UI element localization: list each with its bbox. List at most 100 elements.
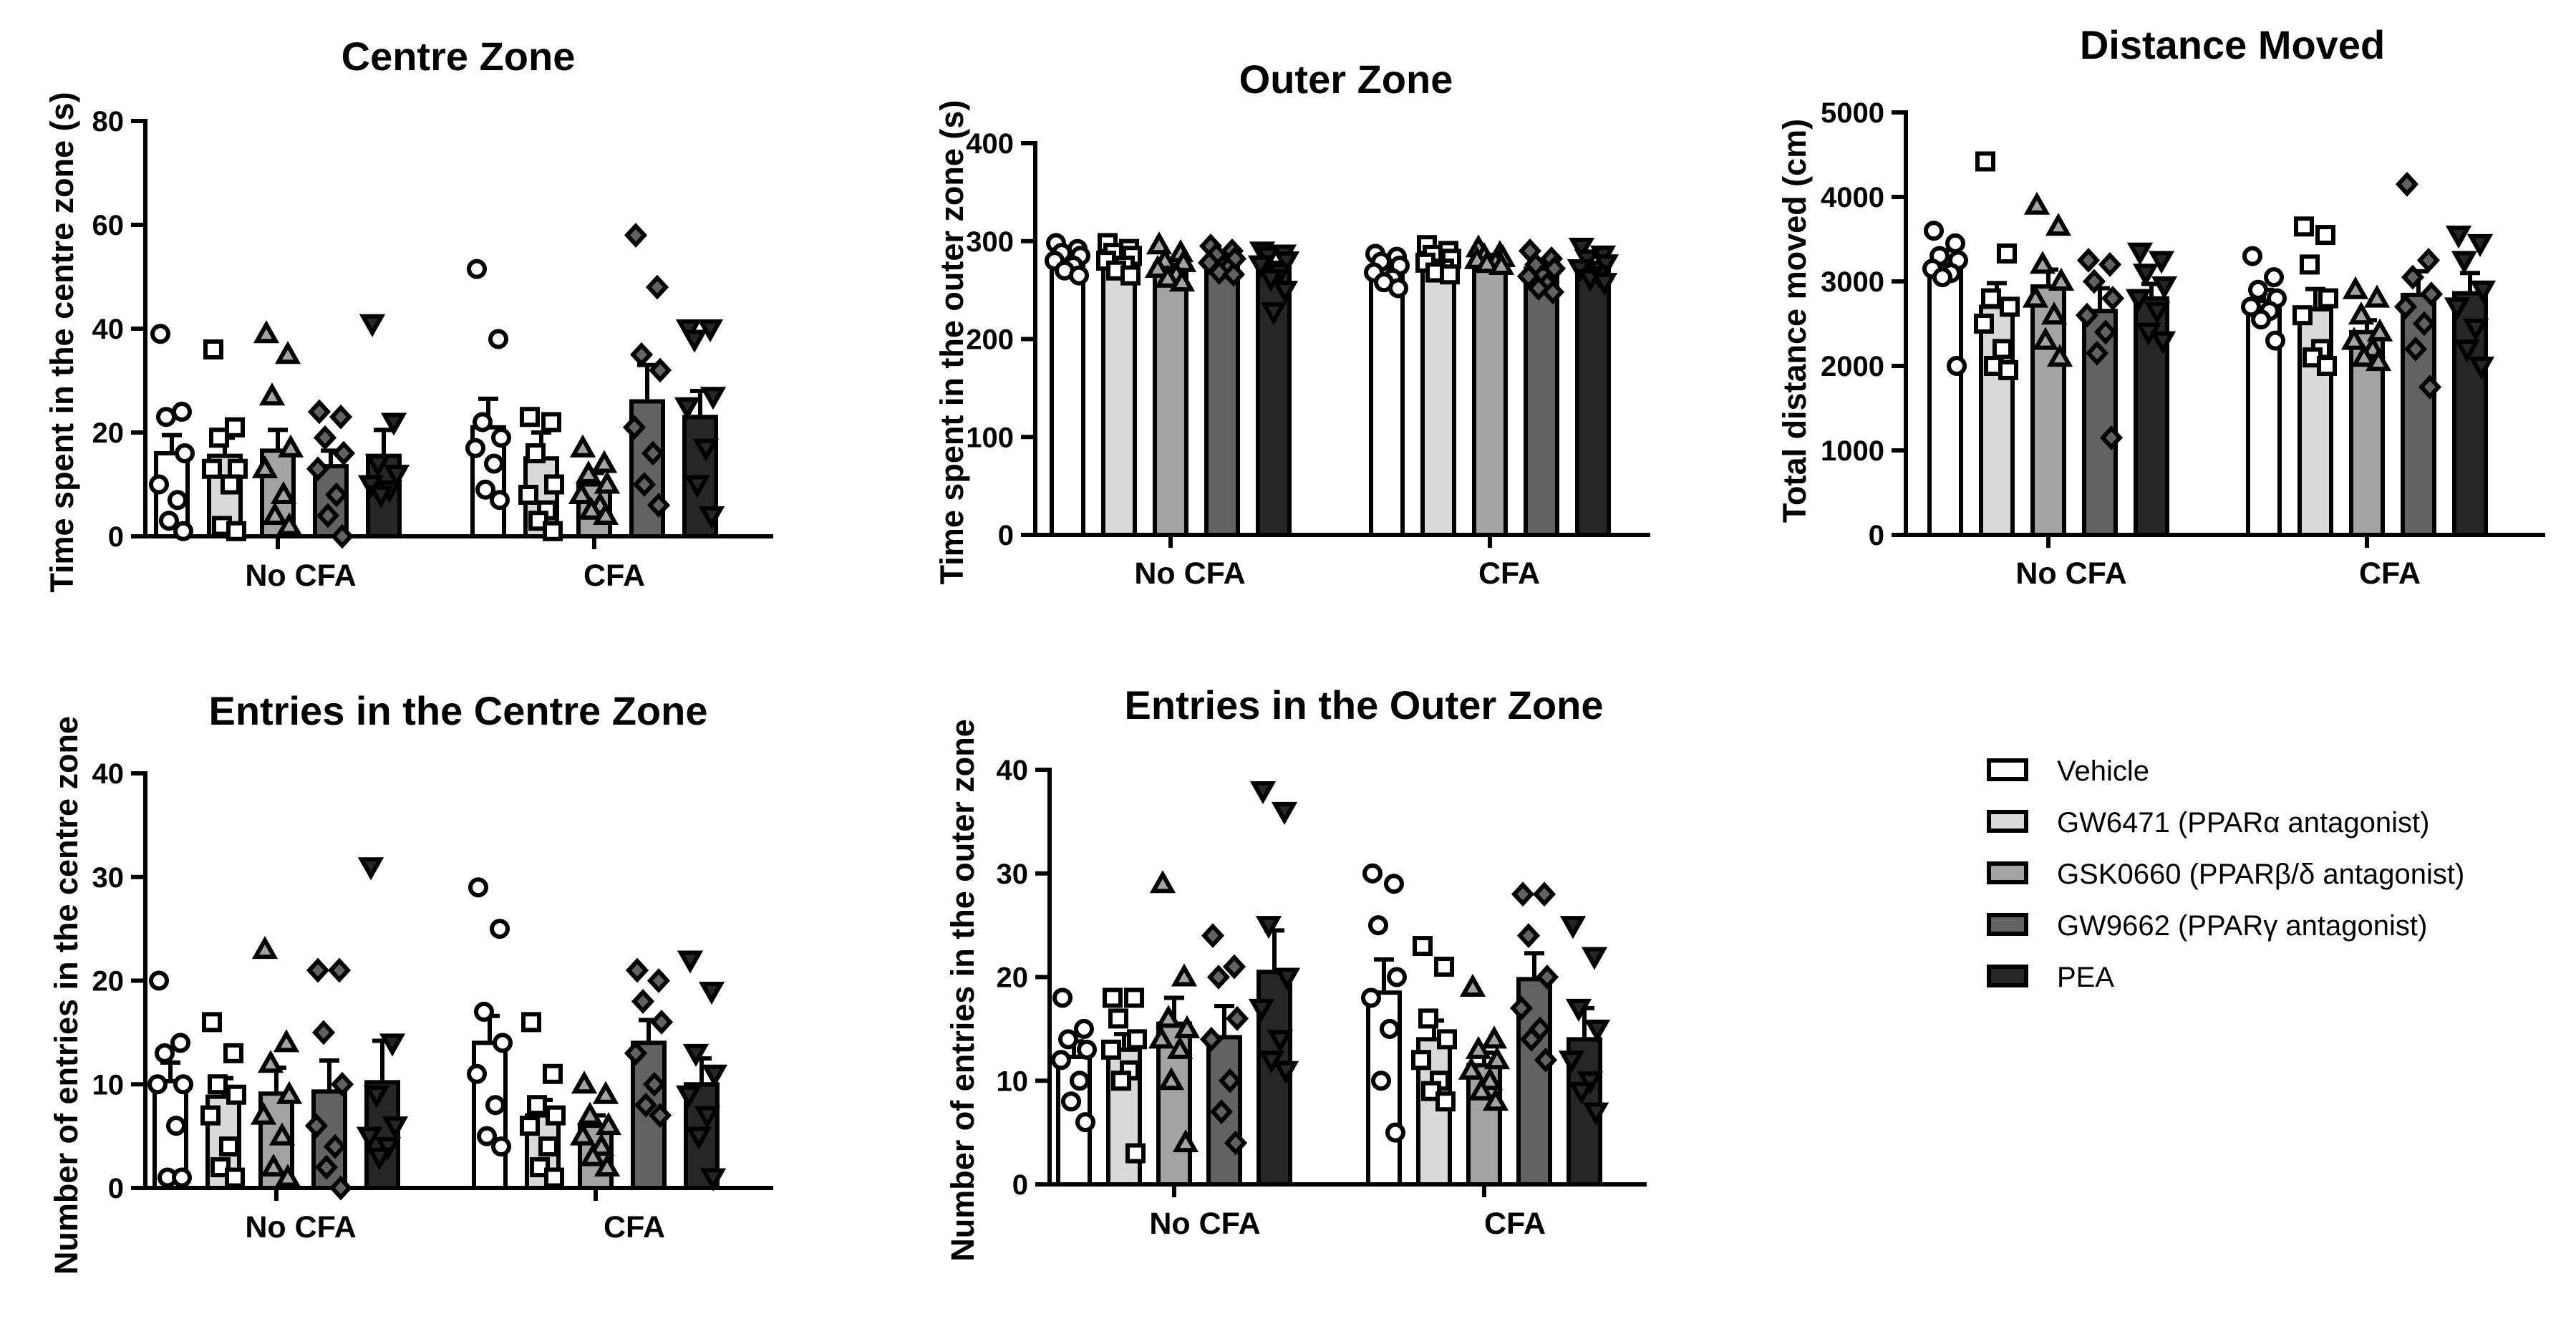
data-point-marker xyxy=(1437,1029,1457,1050)
legend-swatch xyxy=(1987,965,2028,987)
data-point-marker xyxy=(257,1050,284,1073)
data-point-marker xyxy=(1074,1018,1094,1039)
data-point-marker xyxy=(323,1134,347,1159)
data-point-marker xyxy=(1218,1068,1242,1093)
y-axis-label: Total distance moved (cm) xyxy=(1776,119,1813,523)
data-point-marker xyxy=(2132,264,2159,287)
data-point-marker xyxy=(1222,954,1246,980)
data-point-marker xyxy=(2340,327,2368,350)
data-point-marker xyxy=(173,1074,193,1095)
data-point-marker xyxy=(2366,318,2393,342)
data-point-marker xyxy=(331,440,356,466)
data-point-marker xyxy=(484,453,504,474)
data-point-marker xyxy=(1411,1050,1431,1071)
bar xyxy=(2082,309,2118,537)
y-tick-label: 10 xyxy=(92,1069,125,1101)
data-point-marker xyxy=(276,512,303,536)
data-point-marker xyxy=(260,1153,287,1177)
data-point-marker xyxy=(1483,1046,1511,1070)
chart-title: Centre Zone xyxy=(342,34,576,79)
data-point-marker xyxy=(251,455,279,478)
data-point-marker xyxy=(465,438,485,458)
data-point-marker xyxy=(473,412,493,433)
data-point-marker xyxy=(250,1101,277,1125)
data-point-marker xyxy=(324,482,349,508)
legend-label: GW6471 (PPARα antagonist) xyxy=(2057,807,2429,839)
data-point-marker xyxy=(149,970,169,991)
y-tick-label: 0 xyxy=(998,520,1014,551)
panel-entries-centre-zone: Entries in the Centre Zone Number of ent… xyxy=(48,688,773,1275)
legend-swatch xyxy=(1987,758,2028,781)
data-point-marker xyxy=(2264,267,2284,288)
data-point-marker xyxy=(2350,344,2378,367)
y-tick-label: 80 xyxy=(92,106,125,137)
legend-item: PEA xyxy=(1987,962,2114,993)
data-point-marker xyxy=(1997,243,2017,264)
data-point-marker xyxy=(1584,1019,1611,1043)
data-point-marker xyxy=(200,1105,221,1126)
data-point-marker xyxy=(677,950,704,974)
data-point-marker xyxy=(1272,281,1299,304)
data-point-marker xyxy=(276,1081,303,1104)
data-point-marker xyxy=(1384,874,1404,894)
data-point-marker xyxy=(698,506,725,530)
data-point-marker xyxy=(2000,296,2020,317)
data-point-marker xyxy=(1148,1025,1175,1049)
data-point-marker xyxy=(304,1113,329,1139)
y-tick-label: 10 xyxy=(997,1066,1029,1097)
data-point-marker xyxy=(1465,1035,1492,1059)
data-point-marker xyxy=(1482,1088,1509,1111)
data-point-marker xyxy=(367,485,394,509)
data-point-marker xyxy=(1124,987,1144,1008)
data-point-marker xyxy=(1146,231,1173,255)
data-point-marker xyxy=(1473,250,1501,274)
y-tick-label: 40 xyxy=(92,758,125,790)
data-point-marker xyxy=(2101,286,2125,311)
y-tick-label: 3000 xyxy=(1821,266,1884,298)
data-point-marker xyxy=(701,1064,728,1088)
data-point-marker xyxy=(1591,273,1618,296)
y-tick-label: 0 xyxy=(108,521,124,553)
data-point-marker xyxy=(2144,301,2171,325)
data-point-marker xyxy=(1209,1099,1234,1125)
data-point-marker xyxy=(172,1167,192,1188)
bar xyxy=(1927,262,1963,537)
data-point-marker xyxy=(2099,425,2124,450)
data-point-marker xyxy=(306,456,330,482)
data-point-marker xyxy=(253,320,280,344)
data-point-marker xyxy=(2462,318,2489,342)
y-tick-label: 20 xyxy=(997,962,1029,994)
data-point-marker xyxy=(1273,251,1300,275)
x-category-label: No CFA xyxy=(1149,1207,1260,1241)
data-point-marker xyxy=(1221,261,1246,287)
bar xyxy=(1050,255,1085,537)
y-tick-label: 400 xyxy=(966,128,1014,160)
data-point-marker xyxy=(1255,916,1282,939)
data-point-marker xyxy=(1516,264,1541,289)
data-point-marker xyxy=(1127,1029,1147,1050)
data-point-marker xyxy=(474,1001,494,1022)
data-point-marker xyxy=(1581,947,1608,970)
data-point-marker xyxy=(1149,870,1176,894)
data-point-marker xyxy=(468,877,488,898)
data-point-marker xyxy=(170,1033,190,1053)
data-point-marker xyxy=(2149,331,2176,354)
y-tick-label: 100 xyxy=(966,422,1014,453)
data-point-marker xyxy=(1476,1067,1504,1091)
x-category-label: CFA xyxy=(604,1210,665,1245)
data-point-marker xyxy=(1267,1030,1294,1053)
chart-title: Entries in the Centre Zone xyxy=(209,688,708,733)
data-point-marker xyxy=(1199,1026,1224,1052)
data-point-marker xyxy=(595,1112,622,1136)
data-point-marker xyxy=(175,443,195,463)
data-point-marker xyxy=(642,1071,667,1097)
data-point-marker xyxy=(632,472,657,497)
bar xyxy=(1420,256,1456,537)
data-point-marker xyxy=(1260,302,1287,326)
legend-item: GW6471 (PPARα antagonist) xyxy=(1987,807,2429,839)
data-point-marker xyxy=(2395,171,2419,197)
y-axis-label: Time spent in the outer zone (s) xyxy=(934,100,970,585)
data-point-marker xyxy=(226,1084,246,1105)
data-point-marker xyxy=(1434,957,1454,977)
data-point-marker xyxy=(1154,264,1181,288)
